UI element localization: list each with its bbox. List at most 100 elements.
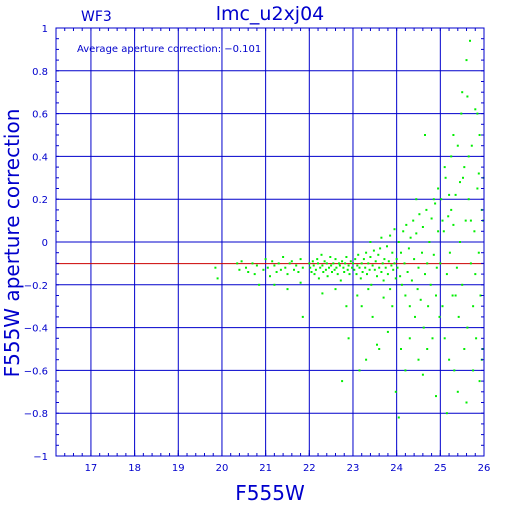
data-point	[345, 256, 348, 258]
data-point	[417, 266, 420, 269]
x-tick-label: 21	[259, 463, 272, 474]
data-point	[412, 219, 415, 222]
y-tick-label: 1	[42, 24, 48, 35]
data-point	[356, 294, 359, 297]
data-point	[422, 326, 425, 329]
data-point	[321, 292, 324, 295]
data-point	[389, 234, 392, 237]
data-point	[353, 268, 356, 271]
data-point	[344, 262, 347, 265]
data-point	[301, 266, 304, 269]
data-point	[364, 266, 367, 269]
data-point	[425, 208, 428, 211]
data-points	[214, 39, 485, 419]
x-tick-label: 18	[128, 463, 141, 474]
data-point	[378, 348, 381, 350]
data-point	[413, 258, 416, 261]
data-point	[440, 198, 443, 201]
data-point	[356, 264, 359, 267]
data-point	[253, 273, 256, 276]
data-point	[273, 283, 276, 286]
data-point	[251, 262, 254, 265]
data-point	[427, 305, 430, 308]
data-point	[465, 59, 468, 62]
data-point	[444, 176, 447, 179]
data-point	[312, 264, 315, 267]
data-point	[441, 305, 444, 308]
data-point	[352, 262, 354, 265]
data-point	[336, 273, 339, 276]
data-point	[418, 213, 421, 216]
data-point	[424, 134, 426, 136]
data-point	[313, 273, 316, 276]
data-point	[448, 251, 451, 254]
data-point	[453, 369, 456, 372]
data-point	[309, 266, 312, 269]
data-point	[400, 348, 402, 350]
data-point	[397, 416, 400, 419]
data-point	[286, 273, 289, 276]
data-point	[459, 241, 461, 243]
data-point	[245, 266, 247, 269]
data-point	[452, 223, 455, 226]
data-point	[383, 258, 386, 261]
data-point	[402, 230, 405, 233]
x-tick-label: 26	[478, 463, 491, 474]
data-point	[399, 275, 402, 278]
chart-title: lmc_u2xj04	[216, 3, 325, 25]
data-point	[286, 288, 289, 291]
data-point	[214, 266, 217, 269]
data-point	[430, 217, 433, 220]
data-point	[238, 268, 241, 271]
data-point	[354, 258, 357, 261]
data-point	[331, 271, 333, 273]
data-point	[368, 268, 371, 271]
average-annotation: Average aperture correction: −0.101	[77, 44, 261, 55]
x-tick-label: 19	[172, 463, 185, 474]
data-point	[317, 277, 320, 280]
data-point	[432, 198, 435, 201]
data-point	[477, 172, 480, 175]
data-point	[299, 281, 302, 284]
data-point	[376, 343, 378, 346]
data-point	[439, 262, 442, 265]
data-point	[360, 305, 363, 308]
y-tick-label: 0	[42, 238, 48, 249]
data-point	[262, 268, 265, 271]
data-point	[382, 296, 385, 299]
data-point	[461, 283, 464, 286]
data-point	[470, 144, 473, 147]
data-point	[415, 232, 418, 235]
data-point	[442, 230, 445, 233]
data-point	[369, 241, 372, 243]
data-point	[391, 251, 394, 254]
data-point	[447, 215, 450, 218]
chip-label: WF3	[81, 9, 112, 25]
data-point	[416, 288, 419, 291]
data-point	[328, 266, 330, 269]
data-point	[463, 166, 466, 169]
data-point	[386, 330, 389, 333]
data-point	[284, 266, 287, 269]
data-point	[421, 226, 424, 228]
data-point	[339, 279, 342, 282]
data-point	[310, 271, 313, 273]
data-point	[347, 337, 350, 340]
data-point	[277, 262, 280, 265]
data-point	[431, 337, 434, 340]
data-point	[346, 268, 349, 271]
y-tick-label: 0.4	[32, 152, 48, 163]
axis-ticks	[55, 27, 485, 457]
data-point	[450, 208, 453, 211]
data-point	[393, 228, 396, 231]
data-point	[355, 273, 358, 276]
data-point	[464, 219, 467, 222]
data-point	[365, 251, 368, 254]
data-point	[389, 288, 392, 291]
data-point	[408, 305, 411, 308]
data-point	[408, 337, 411, 340]
data-point	[359, 277, 362, 280]
data-point	[437, 187, 440, 190]
data-point	[371, 315, 374, 318]
data-point	[374, 260, 377, 263]
